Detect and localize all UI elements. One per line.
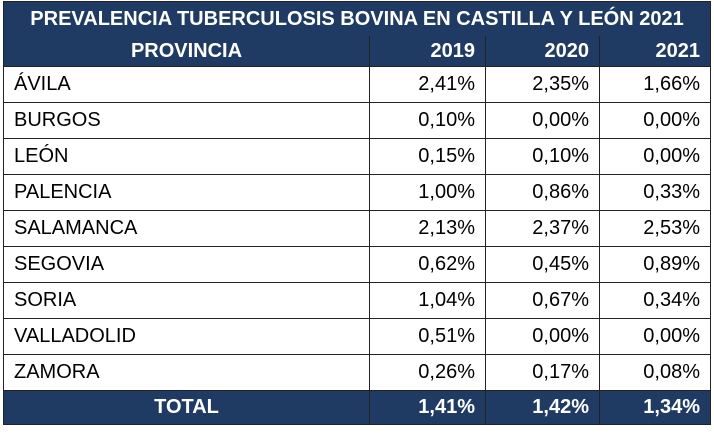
value-cell-2021: 2,53% xyxy=(599,210,711,247)
total-label: TOTAL xyxy=(3,390,370,425)
value-cell-2019: 0,51% xyxy=(369,318,486,355)
table-row: ZAMORA 0,26% 0,17% 0,08% xyxy=(3,354,711,391)
value-cell-2021: 0,34% xyxy=(599,282,711,319)
table-row: BURGOS 0,10% 0,00% 0,00% xyxy=(3,102,711,139)
total-2020: 1,42% xyxy=(485,390,600,425)
province-cell: ÁVILA xyxy=(3,66,370,103)
province-cell: SALAMANCA xyxy=(3,210,370,247)
value-cell-2019: 2,41% xyxy=(369,66,486,103)
value-cell-2020: 0,86% xyxy=(485,174,600,211)
table-row: ÁVILA 2,41% 2,35% 1,66% xyxy=(3,66,711,103)
table-row: SALAMANCA 2,13% 2,37% 2,53% xyxy=(3,210,711,247)
header-2021: 2021 xyxy=(599,36,711,67)
province-cell: ZAMORA xyxy=(3,354,370,391)
header-2019: 2019 xyxy=(369,36,486,67)
table-row: SEGOVIA 0,62% 0,45% 0,89% xyxy=(3,246,711,283)
province-cell: LEÓN xyxy=(3,138,370,175)
value-cell-2021: 0,89% xyxy=(599,246,711,283)
header-provincia: PROVINCIA xyxy=(3,36,370,67)
value-cell-2021: 0,08% xyxy=(599,354,711,391)
value-cell-2020: 2,35% xyxy=(485,66,600,103)
table-row: SORIA 1,04% 0,67% 0,34% xyxy=(3,282,711,319)
value-cell-2019: 0,15% xyxy=(369,138,486,175)
province-cell: BURGOS xyxy=(3,102,370,139)
value-cell-2019: 2,13% xyxy=(369,210,486,247)
province-cell: PALENCIA xyxy=(3,174,370,211)
value-cell-2019: 1,04% xyxy=(369,282,486,319)
table-row: PALENCIA 1,00% 0,86% 0,33% xyxy=(3,174,711,211)
province-cell: SEGOVIA xyxy=(3,246,370,283)
value-cell-2021: 0,00% xyxy=(599,318,711,355)
value-cell-2020: 0,45% xyxy=(485,246,600,283)
province-cell: VALLADOLID xyxy=(3,318,370,355)
total-2021: 1,34% xyxy=(599,390,711,425)
value-cell-2021: 0,00% xyxy=(599,102,711,139)
value-cell-2020: 0,00% xyxy=(485,318,600,355)
value-cell-2019: 1,00% xyxy=(369,174,486,211)
prevalence-table: PREVALENCIA TUBERCULOSIS BOVINA EN CASTI… xyxy=(3,1,711,425)
value-cell-2019: 0,62% xyxy=(369,246,486,283)
table-row: LEÓN 0,15% 0,10% 0,00% xyxy=(3,138,711,175)
total-row: TOTAL 1,41% 1,42% 1,34% xyxy=(3,390,711,425)
value-cell-2021: 0,33% xyxy=(599,174,711,211)
total-2019: 1,41% xyxy=(369,390,486,425)
province-cell: SORIA xyxy=(3,282,370,319)
value-cell-2020: 0,17% xyxy=(485,354,600,391)
value-cell-2020: 2,37% xyxy=(485,210,600,247)
value-cell-2019: 0,26% xyxy=(369,354,486,391)
value-cell-2019: 0,10% xyxy=(369,102,486,139)
value-cell-2021: 0,00% xyxy=(599,138,711,175)
table-row: VALLADOLID 0,51% 0,00% 0,00% xyxy=(3,318,711,355)
value-cell-2021: 1,66% xyxy=(599,66,711,103)
value-cell-2020: 0,00% xyxy=(485,102,600,139)
value-cell-2020: 0,10% xyxy=(485,138,600,175)
value-cell-2020: 0,67% xyxy=(485,282,600,319)
table-title: PREVALENCIA TUBERCULOSIS BOVINA EN CASTI… xyxy=(3,1,711,36)
header-2020: 2020 xyxy=(485,36,600,67)
